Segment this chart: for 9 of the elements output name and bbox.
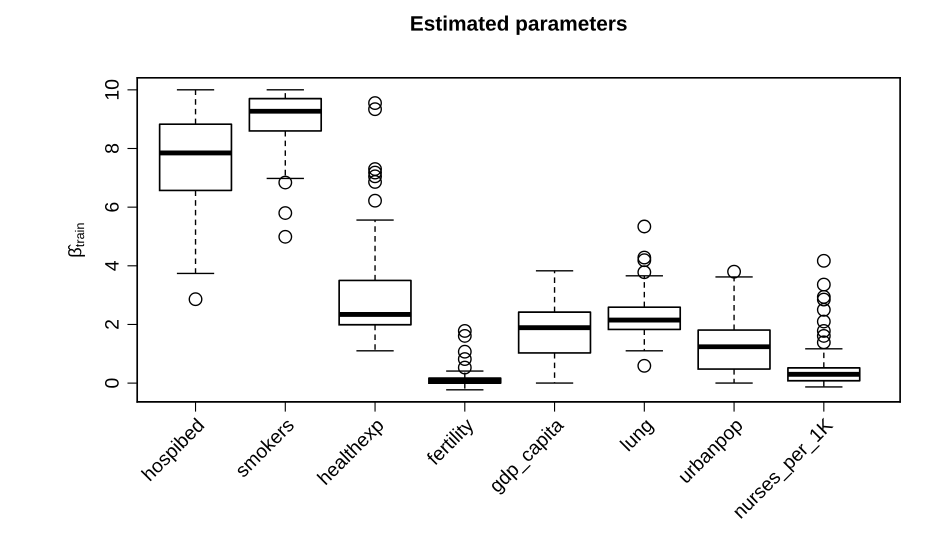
chart-title: Estimated parameters bbox=[411, 16, 627, 35]
y-tick-label: 2 bbox=[105, 320, 119, 329]
y-tick-label: 0 bbox=[105, 378, 119, 388]
x-tick-label: lung bbox=[619, 417, 656, 454]
y-tick-label: 6 bbox=[105, 202, 119, 212]
y-axis-title: β̂$_{train}$ bbox=[68, 223, 85, 256]
y-tick-label: 4 bbox=[105, 260, 119, 271]
y-tick-label: 8 bbox=[105, 144, 119, 154]
y-tick-label: 10 bbox=[105, 80, 119, 100]
